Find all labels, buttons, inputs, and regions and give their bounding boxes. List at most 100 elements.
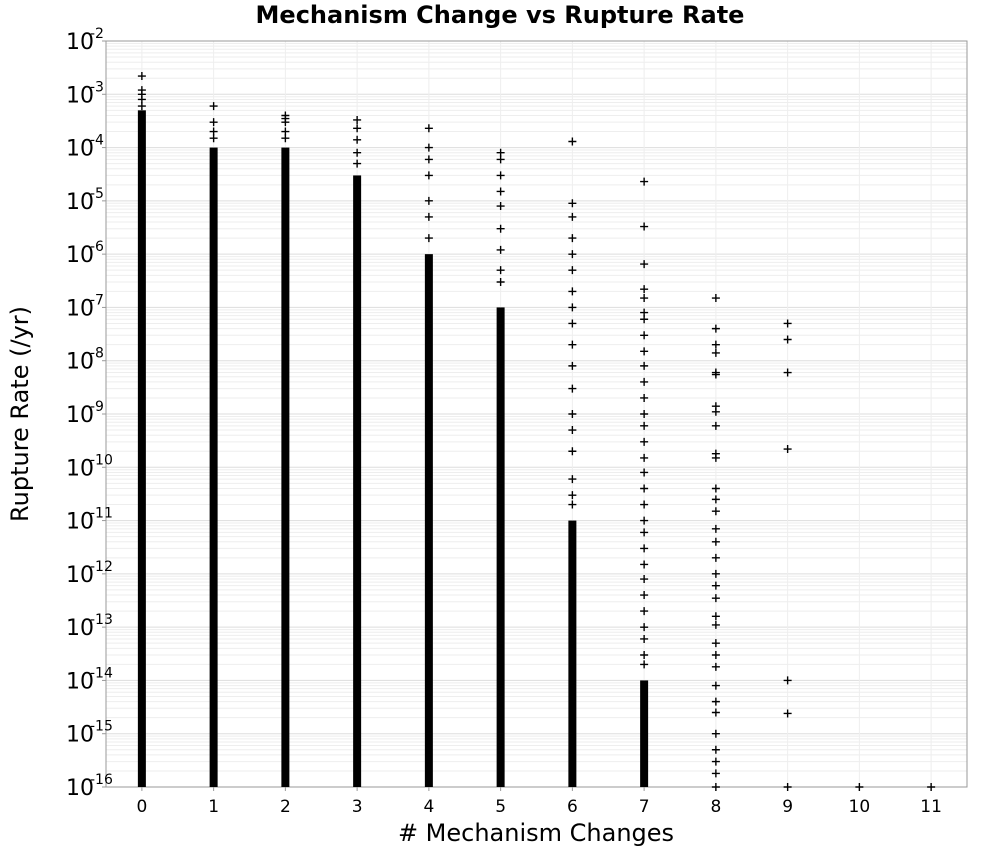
x-tick-label: 1: [208, 797, 219, 817]
data-point: [711, 681, 720, 690]
data-point: [711, 594, 720, 603]
data-point: [209, 118, 218, 127]
data-point: [640, 634, 649, 643]
dense-point-column: [424, 254, 433, 788]
y-tick-exponent: -13: [90, 612, 113, 628]
x-tick-label: 4: [423, 797, 434, 817]
data-point: [640, 651, 649, 660]
x-axis-ticks: 0 1 2 3 4 5 6 7 8 9 10 11: [136, 787, 942, 817]
data-point: [927, 783, 936, 791]
y-tick-exponent: -5: [90, 186, 104, 202]
data-point: [711, 324, 720, 333]
y-tick-label: 10-3: [66, 79, 104, 108]
data-point: [711, 651, 720, 660]
data-point: [640, 222, 649, 231]
y-tick-exponent: -14: [90, 665, 113, 681]
data-point: [568, 250, 577, 259]
data-point: [783, 319, 792, 328]
data-point: [711, 370, 720, 379]
data-point: [640, 560, 649, 569]
data-point: [783, 783, 792, 791]
data-point: [711, 697, 720, 706]
data-point: [496, 155, 505, 164]
y-axis-label: Rupture Rate (/yr): [6, 306, 34, 522]
data-point: [711, 662, 720, 671]
data-point: [640, 623, 649, 632]
x-tick-label: 0: [136, 797, 147, 817]
data-points: [137, 72, 936, 791]
y-tick-base: 10: [66, 30, 94, 55]
y-tick-exponent: -10: [90, 452, 113, 468]
y-tick-label: 10-16: [66, 772, 113, 801]
data-point: [568, 287, 577, 296]
data-point: [711, 783, 720, 791]
y-tick-exponent: -6: [90, 239, 104, 255]
y-tick-label: 10-15: [66, 719, 113, 748]
y-tick-base: 10: [66, 723, 94, 748]
dense-point-column: [568, 520, 577, 787]
data-point: [424, 124, 433, 133]
data-point: [209, 102, 218, 111]
data-point: [353, 148, 362, 157]
data-point: [711, 612, 720, 621]
data-point: [711, 569, 720, 578]
y-tick-exponent: -12: [90, 559, 113, 575]
data-point: [424, 143, 433, 152]
data-point: [568, 212, 577, 221]
data-point: [783, 445, 792, 454]
data-point: [711, 421, 720, 430]
data-point: [640, 177, 649, 186]
data-point: [568, 137, 577, 146]
data-point: [496, 171, 505, 180]
data-point: [353, 115, 362, 124]
data-point: [711, 757, 720, 766]
y-tick-label: 10-14: [66, 665, 113, 694]
data-point: [640, 285, 649, 294]
data-point: [783, 335, 792, 344]
data-point: [568, 266, 577, 275]
y-tick-label: 10-2: [66, 26, 104, 55]
data-point: [424, 234, 433, 243]
data-point: [640, 421, 649, 430]
data-point: [424, 212, 433, 221]
data-point: [568, 199, 577, 208]
dense-point-column: [496, 307, 505, 787]
data-point: [496, 278, 505, 287]
data-point: [640, 544, 649, 553]
data-point: [783, 709, 792, 718]
x-tick-label: 8: [710, 797, 721, 817]
x-tick-label: 2: [280, 797, 291, 817]
x-tick-label: 5: [495, 797, 506, 817]
dense-point-column: [209, 147, 218, 788]
data-point: [640, 347, 649, 356]
data-point: [640, 393, 649, 402]
y-tick-base: 10: [66, 563, 94, 588]
data-point: [496, 187, 505, 196]
data-point: [137, 72, 146, 81]
y-tick-exponent: -9: [90, 399, 104, 415]
data-point: [711, 620, 720, 629]
dense-point-column: [137, 110, 146, 788]
chart-title: Mechanism Change vs Rupture Rate: [256, 1, 745, 29]
data-point: [640, 516, 649, 525]
data-point: [568, 410, 577, 418]
data-point: [568, 447, 577, 456]
y-tick-exponent: -4: [90, 133, 104, 149]
y-tick-exponent: -16: [90, 772, 113, 788]
y-tick-base: 10: [66, 137, 94, 162]
data-point: [281, 118, 290, 127]
dense-point-column: [281, 147, 290, 788]
data-point: [424, 171, 433, 180]
data-point: [711, 484, 720, 493]
y-tick-base: 10: [66, 296, 94, 321]
y-tick-exponent: -11: [90, 506, 113, 522]
data-point: [640, 361, 649, 370]
y-tick-base: 10: [66, 403, 94, 428]
data-point: [640, 437, 649, 446]
data-point: [711, 453, 720, 462]
data-point: [640, 410, 649, 418]
dense-point-column: [353, 175, 362, 787]
data-point: [783, 676, 792, 685]
data-point: [855, 783, 864, 791]
